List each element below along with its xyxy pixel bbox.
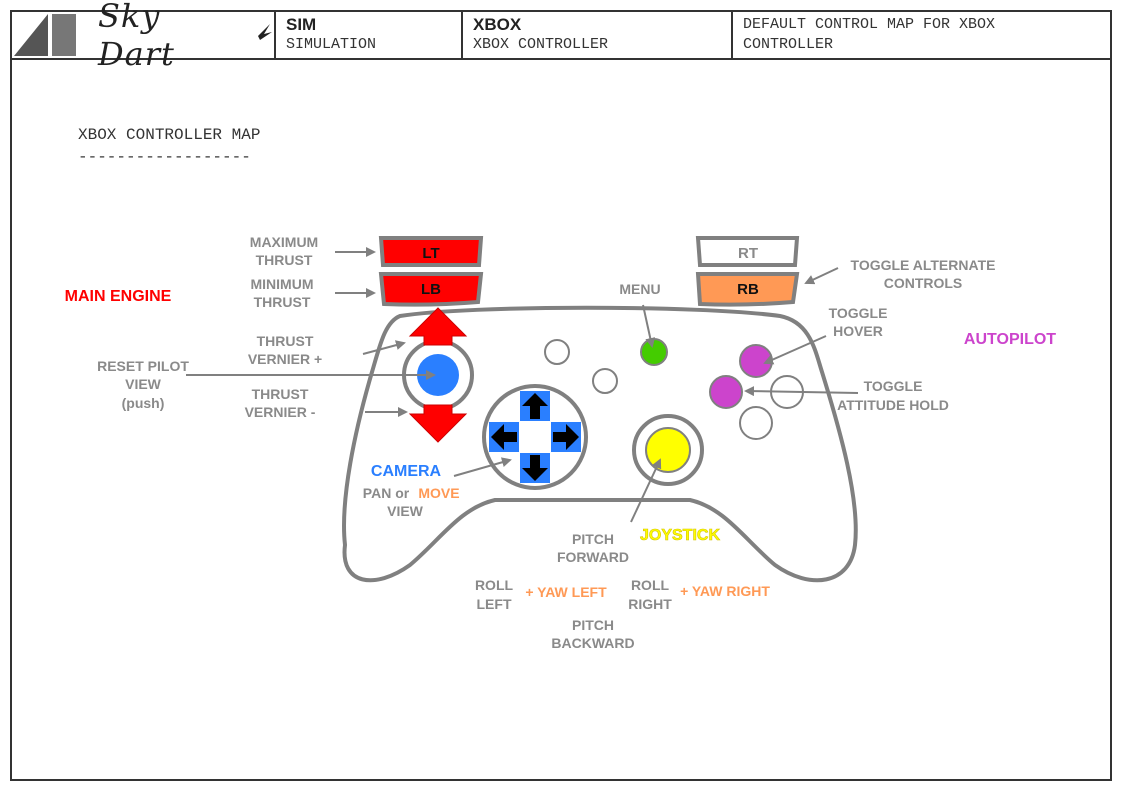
label-roll-right-2: RIGHT (628, 596, 672, 612)
lt-label: LT (422, 245, 439, 262)
label-pitch-backward-2: BACKWARD (551, 635, 634, 651)
lt-trigger[interactable] (378, 236, 484, 267)
view-button[interactable] (544, 339, 570, 365)
logo-text: Sky Dart (98, 0, 175, 73)
label-roll-right-1: ROLL (631, 577, 670, 593)
xbox-cell: XBOX XBOX CONTROLLER (463, 12, 733, 58)
xbox-title: XBOX (473, 15, 522, 34)
rb-bumper[interactable] (695, 272, 800, 307)
label-pitch-backward-1: PITCH (572, 617, 614, 633)
lb-label: LB (421, 281, 441, 298)
leader-rb (804, 267, 839, 285)
leader-hover (763, 335, 827, 365)
menu-button[interactable] (640, 338, 668, 366)
a-button[interactable] (739, 406, 773, 440)
rt-label: RT (738, 245, 758, 262)
x-button[interactable] (709, 375, 743, 409)
label-maximum-thrust-1: MAXIMUM (250, 234, 318, 250)
label-move: MOVE (418, 485, 459, 501)
logo-cell: Sky Dart (12, 0, 276, 73)
sim-cell: SIM SIMULATION (276, 12, 463, 58)
category-camera: CAMERA (371, 463, 442, 480)
xbox-subtitle: XBOX CONTROLLER (473, 36, 609, 53)
label-minimum-thrust-2: THRUST (254, 294, 311, 310)
thrust-up-arrow-icon (408, 307, 468, 346)
leader-vernier-plus (362, 340, 406, 355)
map-title-rule: ------------------ (78, 148, 251, 166)
label-toggle-alt-2: CONTROLS (884, 275, 963, 291)
label-menu: MENU (619, 281, 660, 297)
map-title-text: XBOX CONTROLLER MAP (78, 126, 261, 144)
label-toggle-attitude-2: ATTITUDE HOLD (837, 397, 949, 413)
leader-joystick (630, 458, 662, 523)
label-yaw-right: + YAW RIGHT (680, 583, 770, 599)
sim-title: SIM (286, 15, 317, 34)
title-block: Sky Dart SIM SIMULATION XBOX XBOX CONTRO… (10, 0, 1112, 73)
label-vernier-plus-1: THRUST (257, 333, 314, 349)
dpad-up-arrow-icon (522, 393, 548, 419)
lb-bumper[interactable] (378, 272, 484, 307)
label-maximum-thrust-2: THRUST (256, 252, 313, 268)
label-vernier-plus-2: VERNIER + (248, 351, 322, 367)
category-main-engine: MAIN ENGINE (65, 288, 172, 305)
label-pan-or: PAN or (363, 485, 410, 501)
right-stick[interactable] (645, 427, 691, 473)
description-line-2: CONTROLLER (743, 36, 834, 53)
xbox-button[interactable] (592, 368, 618, 394)
description-line-1: DEFAULT CONTROL MAP FOR XBOX (743, 16, 996, 33)
label-reset-pilot-1: RESET PILOT (97, 358, 189, 374)
label-toggle-alt-1: TOGGLE ALTERNATE (851, 257, 996, 273)
label-minimum-thrust-1: MINIMUM (251, 276, 314, 292)
dpad-left-arrow-icon (491, 424, 517, 450)
left-stick[interactable] (417, 354, 459, 396)
category-autopilot: AUTOPILOT (964, 331, 1056, 348)
map-title: XBOX CONTROLLER MAP ------------------ (78, 124, 260, 168)
label-yaw-left: + YAW LEFT (525, 584, 607, 600)
label-pitch-forward-1: PITCH (572, 531, 614, 547)
label-vernier-minus-2: VERNIER - (245, 404, 316, 420)
label-reset-pilot-2: VIEW (125, 376, 162, 392)
leader-menu (642, 304, 656, 348)
label-toggle-hover-2: HOVER (833, 323, 883, 339)
rt-trigger[interactable] (695, 236, 800, 267)
description-cell: DEFAULT CONTROL MAP FOR XBOX CONTROLLER (733, 12, 1110, 58)
logo-mark-icon (14, 14, 76, 56)
label-roll-left-2: LEFT (477, 596, 512, 612)
label-toggle-attitude-1: TOGGLE (864, 378, 923, 394)
leader-attitude (744, 386, 859, 397)
thrust-down-arrow-icon (408, 404, 468, 443)
leader-camera (453, 457, 512, 477)
label-roll-left-1: ROLL (475, 577, 514, 593)
rb-label: RB (737, 281, 759, 298)
dpad-right-arrow-icon (553, 424, 579, 450)
sim-subtitle: SIMULATION (286, 36, 377, 53)
label-view: VIEW (387, 503, 424, 519)
label-toggle-hover-1: TOGGLE (829, 305, 888, 321)
label-reset-pilot-3: (push) (122, 395, 165, 411)
dpad-down-arrow-icon (522, 455, 548, 481)
label-vernier-minus-1: THRUST (252, 386, 309, 402)
category-joystick: JOYSTICK (640, 527, 720, 544)
label-pitch-forward-2: FORWARD (557, 549, 629, 565)
plane-icon (248, 24, 272, 46)
